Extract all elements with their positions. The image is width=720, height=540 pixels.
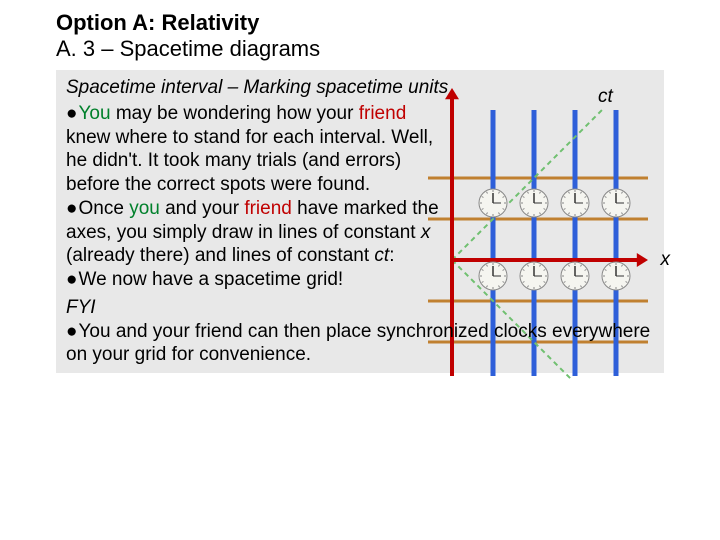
- friend-text: friend: [359, 103, 407, 124]
- you-text: You: [78, 103, 110, 124]
- you-text: you: [129, 198, 160, 219]
- paragraph-1: You may be wondering how your friend kne…: [66, 102, 448, 197]
- title-block: Option A: Relativity A. 3 – Spacetime di…: [56, 10, 664, 62]
- fyi-title: FYI: [66, 296, 654, 320]
- body-text: You may be wondering how your friend kne…: [66, 102, 654, 367]
- paragraph-2: Once you and your friend have marked the…: [66, 197, 448, 268]
- var-x: x: [421, 222, 431, 243]
- var-ct: ct: [374, 245, 389, 266]
- fyi-body: You and your friend can then place synch…: [66, 320, 654, 368]
- content-card: Spacetime interval – Marking spacetime u…: [56, 70, 664, 373]
- slide-subtitle: A. 3 – Spacetime diagrams: [56, 36, 664, 62]
- slide-title: Option A: Relativity: [56, 10, 664, 36]
- paragraph-3: We now have a spacetime grid!: [66, 268, 448, 292]
- fyi-block: FYI You and your friend can then place s…: [66, 296, 654, 367]
- x-axis-label: x: [661, 248, 671, 272]
- friend-text: friend: [244, 198, 292, 219]
